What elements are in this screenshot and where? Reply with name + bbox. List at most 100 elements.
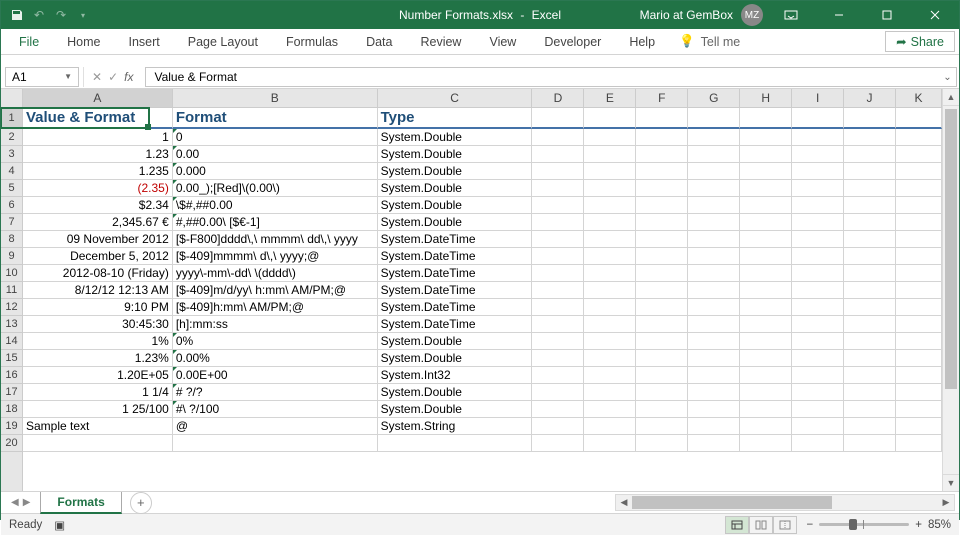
cell[interactable]: System.Double xyxy=(378,333,533,350)
cell[interactable] xyxy=(532,129,584,146)
row-header-3[interactable]: 3 xyxy=(1,146,22,163)
cell[interactable] xyxy=(532,316,584,333)
cell[interactable] xyxy=(532,146,584,163)
cell[interactable]: 0.00E+00 xyxy=(173,367,378,384)
cell[interactable] xyxy=(792,146,844,163)
cell[interactable] xyxy=(584,299,636,316)
cell[interactable]: System.String xyxy=(378,418,533,435)
cell[interactable] xyxy=(896,384,942,401)
cell[interactable] xyxy=(844,299,896,316)
cell[interactable] xyxy=(844,282,896,299)
cell[interactable]: 2012-08-10 (Friday) xyxy=(23,265,173,282)
row-header-17[interactable]: 17 xyxy=(1,384,22,401)
cell[interactable] xyxy=(896,333,942,350)
scroll-thumb[interactable] xyxy=(945,109,957,389)
cell[interactable] xyxy=(636,265,688,282)
view-page-break-button[interactable] xyxy=(773,516,797,534)
cell[interactable] xyxy=(173,435,378,452)
user-name[interactable]: Mario at GemBox xyxy=(640,8,733,22)
view-page-layout-button[interactable] xyxy=(749,516,773,534)
col-header-d[interactable]: D xyxy=(532,89,584,107)
cell[interactable] xyxy=(636,129,688,146)
cell[interactable] xyxy=(688,163,740,180)
cell[interactable]: 1 25/100 xyxy=(23,401,173,418)
cell[interactable] xyxy=(532,163,584,180)
cell[interactable] xyxy=(792,299,844,316)
cell[interactable] xyxy=(896,316,942,333)
cell[interactable] xyxy=(532,265,584,282)
cell[interactable] xyxy=(896,248,942,265)
cell[interactable]: 0.00 xyxy=(173,146,378,163)
cell[interactable] xyxy=(584,367,636,384)
zoom-value[interactable]: 85% xyxy=(928,519,951,531)
tab-developer[interactable]: Developer xyxy=(530,29,615,54)
cell[interactable] xyxy=(636,299,688,316)
cell[interactable] xyxy=(636,146,688,163)
cell[interactable] xyxy=(740,299,792,316)
cell[interactable] xyxy=(896,108,942,129)
col-header-b[interactable]: B xyxy=(173,89,378,107)
zoom-out-icon[interactable]: − xyxy=(807,519,814,531)
cell[interactable] xyxy=(740,146,792,163)
cell[interactable] xyxy=(792,108,844,129)
cell[interactable] xyxy=(532,248,584,265)
row-header-4[interactable]: 4 xyxy=(1,163,22,180)
cell[interactable] xyxy=(584,316,636,333)
cell[interactable]: System.Double xyxy=(378,214,533,231)
cell[interactable] xyxy=(532,401,584,418)
cell[interactable] xyxy=(740,214,792,231)
cell[interactable] xyxy=(688,197,740,214)
cell[interactable]: System.Int32 xyxy=(378,367,533,384)
cell[interactable] xyxy=(792,350,844,367)
cell[interactable] xyxy=(584,163,636,180)
cell[interactable] xyxy=(844,401,896,418)
expand-formula-icon[interactable]: ⌄ xyxy=(939,67,957,87)
cell[interactable] xyxy=(792,163,844,180)
cell[interactable] xyxy=(896,418,942,435)
cell[interactable] xyxy=(532,384,584,401)
undo-icon[interactable]: ↶ xyxy=(31,7,47,23)
cell[interactable]: System.Double xyxy=(378,146,533,163)
cell[interactable]: @ xyxy=(173,418,378,435)
scroll-up-icon[interactable]: ▲ xyxy=(943,89,959,106)
cell[interactable]: 1.23 xyxy=(23,146,173,163)
cell[interactable]: System.Double xyxy=(378,129,533,146)
tab-file[interactable]: File xyxy=(5,29,53,54)
cell[interactable]: System.Double xyxy=(378,401,533,418)
cell[interactable] xyxy=(740,265,792,282)
cell[interactable]: 1 1/4 xyxy=(23,384,173,401)
close-icon[interactable] xyxy=(915,1,955,29)
cell[interactable] xyxy=(896,367,942,384)
cell[interactable] xyxy=(532,231,584,248)
cell[interactable] xyxy=(636,231,688,248)
cell[interactable] xyxy=(740,108,792,129)
cell[interactable] xyxy=(584,129,636,146)
cell[interactable] xyxy=(792,282,844,299)
cell[interactable] xyxy=(896,282,942,299)
cell[interactable] xyxy=(792,265,844,282)
cell[interactable] xyxy=(740,129,792,146)
cell[interactable] xyxy=(584,384,636,401)
zoom-slider[interactable] xyxy=(819,523,909,526)
cell[interactable]: $2.34 xyxy=(23,197,173,214)
cell[interactable] xyxy=(532,108,584,129)
cell[interactable] xyxy=(844,146,896,163)
cell[interactable] xyxy=(792,129,844,146)
cell[interactable]: 30:45:30 xyxy=(23,316,173,333)
cell[interactable] xyxy=(792,367,844,384)
cell[interactable] xyxy=(688,384,740,401)
cell[interactable]: 0% xyxy=(173,333,378,350)
cell[interactable]: #\ ?/100 xyxy=(173,401,378,418)
cell[interactable] xyxy=(636,435,688,452)
col-header-f[interactable]: F xyxy=(636,89,688,107)
cell[interactable]: [h]:mm:ss xyxy=(173,316,378,333)
cell[interactable]: [$-409]m/d/yy\ h:mm\ AM/PM;@ xyxy=(173,282,378,299)
cell[interactable] xyxy=(844,197,896,214)
cell[interactable] xyxy=(688,282,740,299)
row-header-10[interactable]: 10 xyxy=(1,265,22,282)
cell[interactable] xyxy=(896,265,942,282)
share-button[interactable]: ➦ Share xyxy=(885,31,955,52)
cell[interactable] xyxy=(792,214,844,231)
tab-view[interactable]: View xyxy=(475,29,530,54)
cell[interactable] xyxy=(584,350,636,367)
